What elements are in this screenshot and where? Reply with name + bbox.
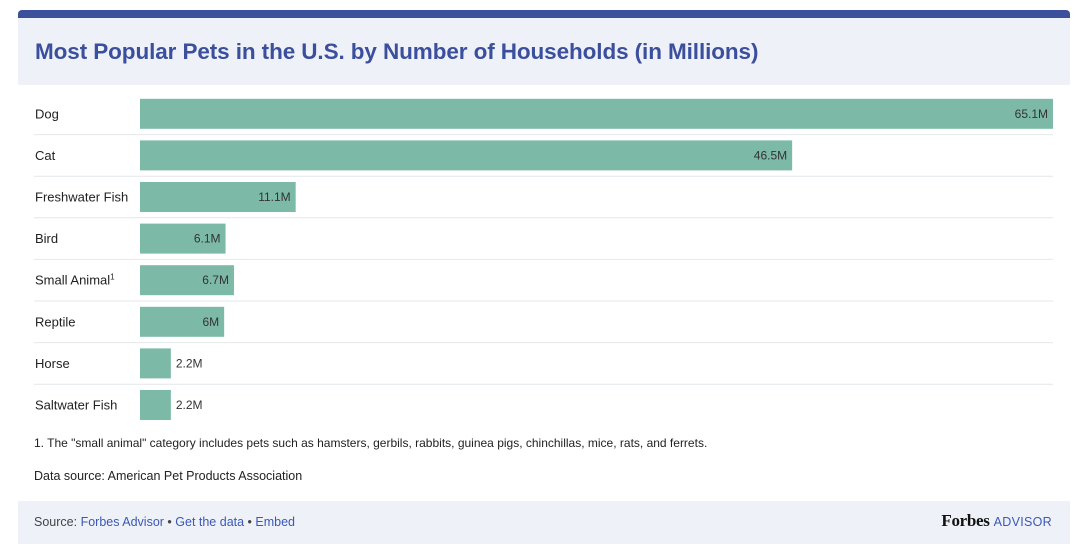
separator: • bbox=[244, 515, 256, 529]
chart-footer: Source: Forbes Advisor • Get the data • … bbox=[18, 501, 1070, 544]
category-label: Small Animal1 bbox=[35, 273, 115, 288]
bar bbox=[140, 390, 171, 420]
value-label: 11.1M bbox=[258, 190, 290, 204]
embed-link[interactable]: Embed bbox=[255, 515, 296, 529]
footer-links: Source: Forbes Advisor • Get the data • … bbox=[34, 515, 295, 529]
source-link[interactable]: Forbes Advisor bbox=[80, 515, 164, 529]
chart-header: Most Popular Pets in the U.S. by Number … bbox=[18, 18, 1070, 85]
separator: • bbox=[163, 515, 176, 529]
bar bbox=[140, 140, 793, 171]
category-label: Dog bbox=[35, 106, 59, 121]
bar bbox=[140, 306, 225, 337]
bar bbox=[140, 348, 171, 379]
brand-name: Forbes bbox=[941, 511, 990, 530]
bar bbox=[140, 265, 234, 296]
category-label: Saltwater Fish bbox=[35, 398, 117, 413]
value-label: 6.1M bbox=[194, 232, 221, 246]
value-label: 46.5M bbox=[754, 148, 787, 162]
brand-suffix: ADVISOR bbox=[993, 515, 1052, 529]
value-label: 6.7M bbox=[202, 273, 229, 287]
chart-title: Most Popular Pets in the U.S. by Number … bbox=[35, 39, 759, 64]
category-label: Bird bbox=[35, 231, 58, 246]
category-label: Reptile bbox=[35, 314, 75, 329]
category-label: Horse bbox=[35, 356, 70, 371]
category-label: Freshwater Fish bbox=[35, 190, 128, 205]
source-prefix: Source: bbox=[34, 515, 81, 529]
bar bbox=[140, 182, 296, 212]
chart-card: Most Popular Pets in the U.S. by Number … bbox=[18, 10, 1070, 544]
forbes-advisor-logo: Forbes ADVISOR bbox=[941, 511, 1052, 531]
value-label: 65.1M bbox=[1015, 107, 1048, 121]
top-accent-bar bbox=[18, 10, 1070, 18]
data-source: Data source: American Pet Products Assoc… bbox=[34, 469, 303, 483]
bar bbox=[140, 223, 226, 254]
category-label: Cat bbox=[35, 148, 56, 163]
value-label: 2.2M bbox=[176, 356, 203, 370]
bar bbox=[140, 98, 1053, 129]
footnote: 1. The "small animal" category includes … bbox=[34, 436, 708, 450]
value-label: 6M bbox=[202, 315, 219, 329]
value-label: 2.2M bbox=[176, 398, 203, 412]
get-data-link[interactable]: Get the data bbox=[175, 515, 245, 529]
bar-chart: Dog 65.1M Cat 46.5M Freshwater Fish 11.1M Bird… bbox=[34, 98, 1053, 420]
